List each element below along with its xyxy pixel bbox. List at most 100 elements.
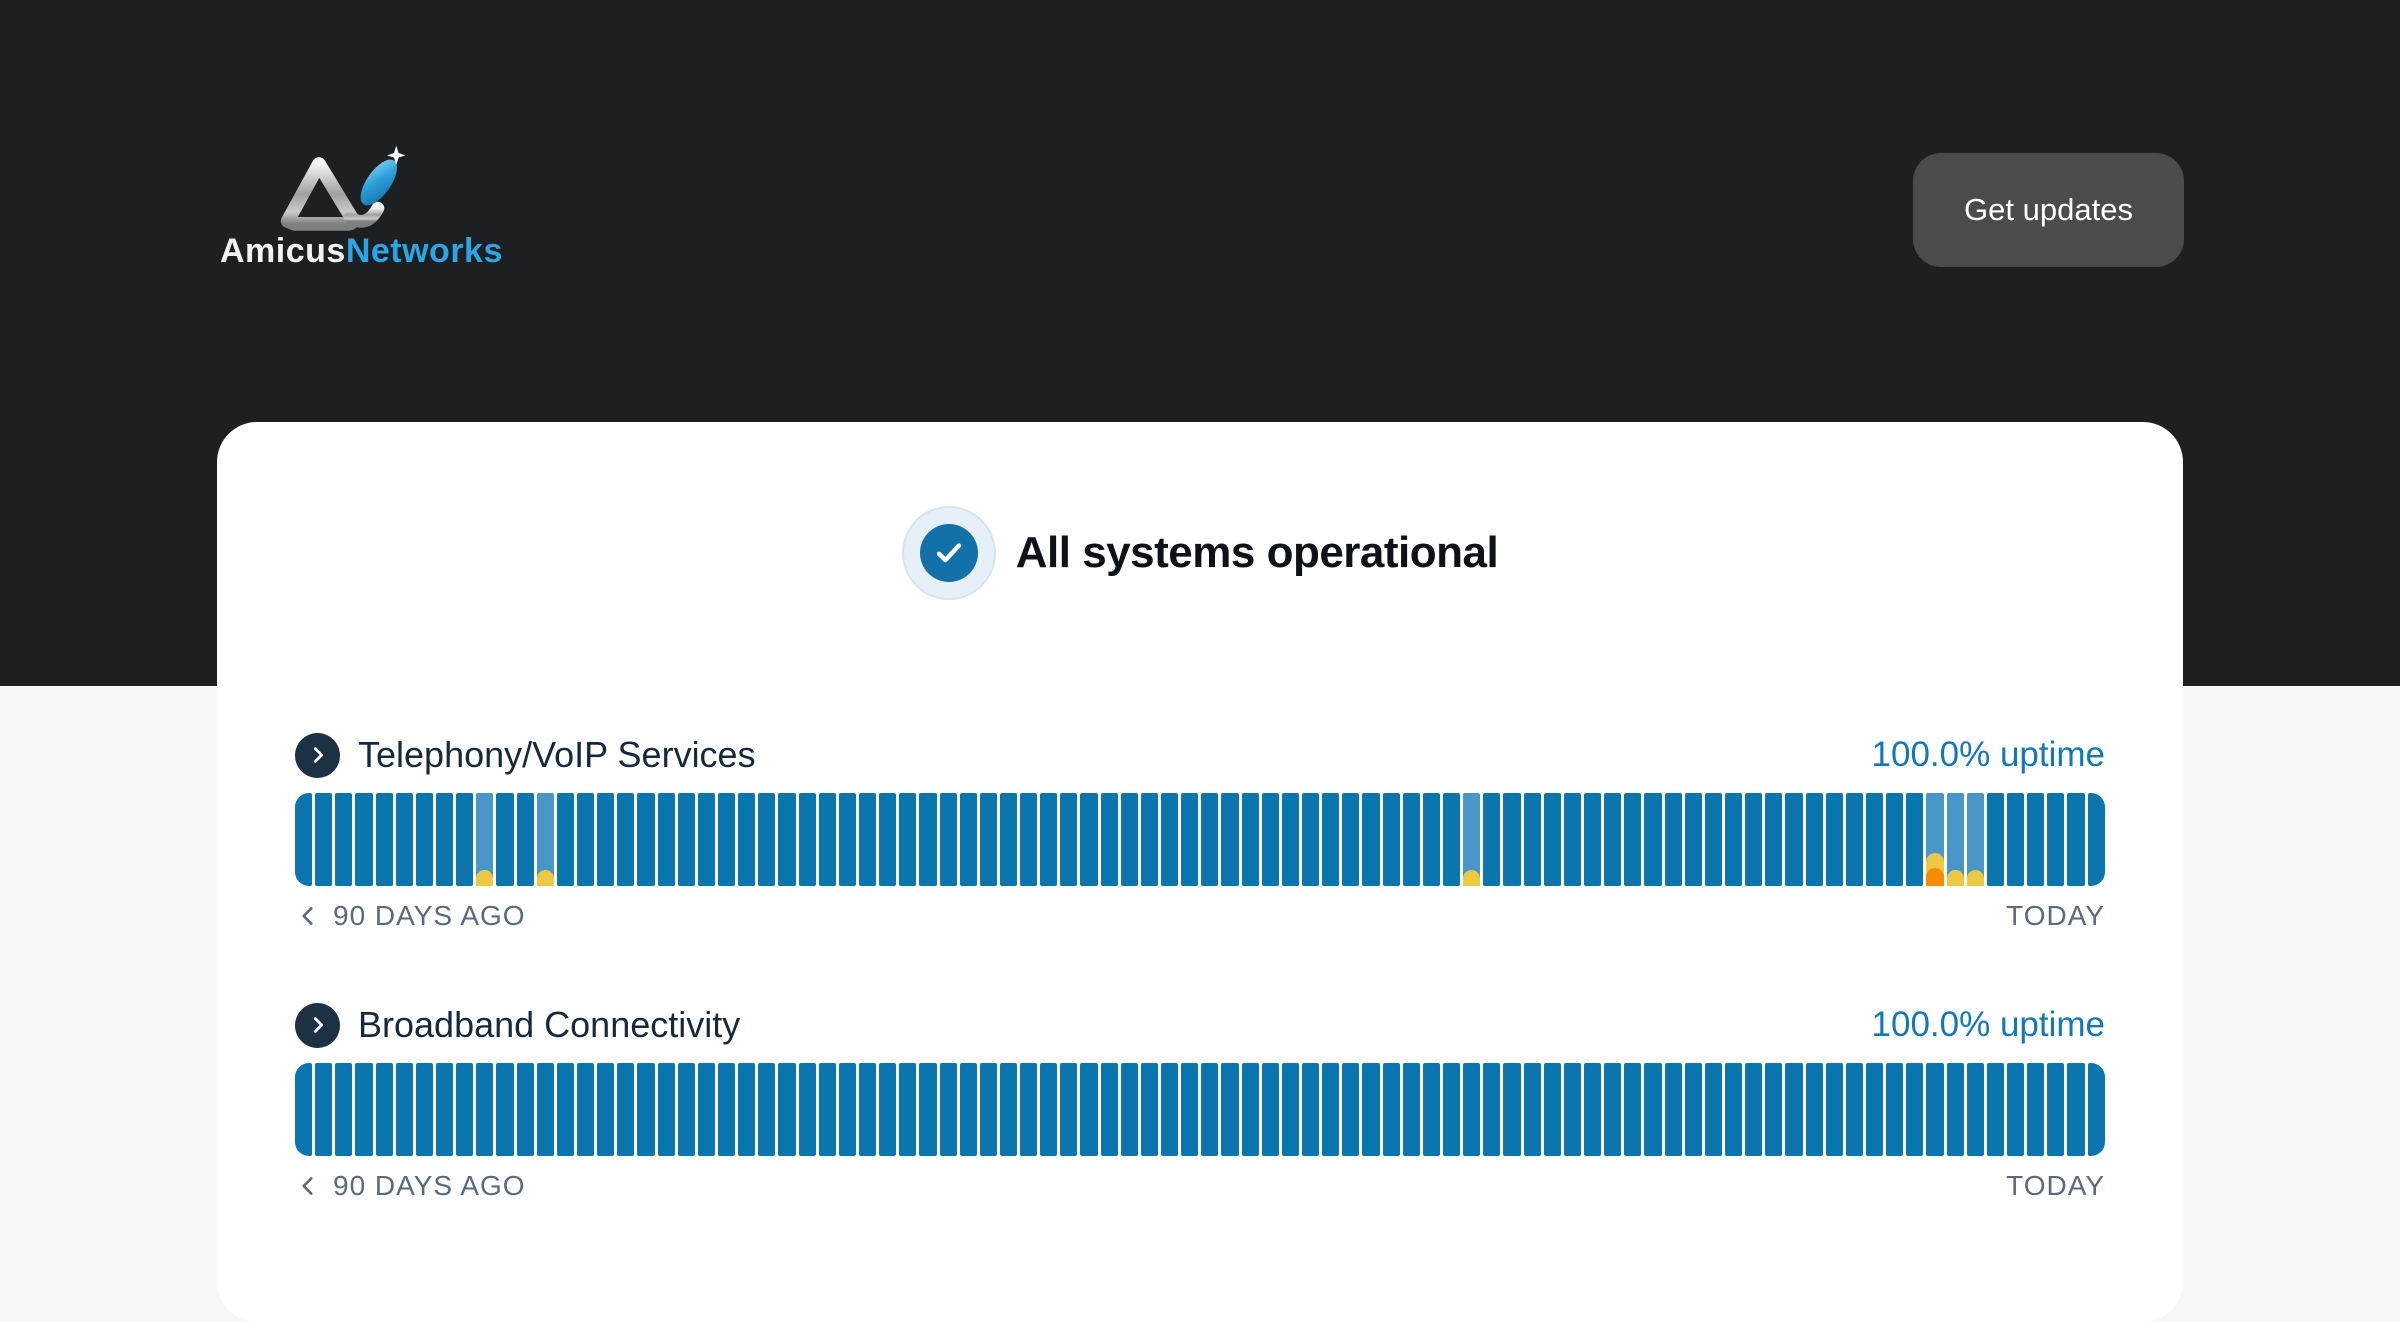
uptime-day-segment[interactable]: [738, 1063, 756, 1156]
uptime-day-segment[interactable]: [355, 1063, 373, 1156]
uptime-day-segment[interactable]: [1221, 1063, 1239, 1156]
get-updates-button[interactable]: Get updates: [1913, 153, 2184, 267]
uptime-day-segment[interactable]: [1966, 1063, 1984, 1156]
uptime-day-segment[interactable]: [1503, 793, 1521, 886]
uptime-day-segment[interactable]: [1100, 1063, 1118, 1156]
uptime-day-segment[interactable]: [1523, 793, 1541, 886]
uptime-day-segment[interactable]: [919, 1063, 937, 1156]
uptime-day-segment[interactable]: [2047, 793, 2065, 886]
uptime-day-segment[interactable]: [536, 793, 554, 886]
uptime-day-segment[interactable]: [798, 793, 816, 886]
uptime-day-segment[interactable]: [1120, 793, 1138, 886]
uptime-day-segment[interactable]: [1543, 1063, 1561, 1156]
uptime-day-segment[interactable]: [1845, 793, 1863, 886]
uptime-day-segment[interactable]: [677, 793, 695, 886]
uptime-day-segment[interactable]: [1302, 1063, 1320, 1156]
uptime-day-segment[interactable]: [1463, 1063, 1481, 1156]
uptime-day-segment[interactable]: [1624, 793, 1642, 886]
uptime-day-segment[interactable]: [456, 1063, 474, 1156]
uptime-day-segment[interactable]: [697, 793, 715, 886]
uptime-day-segment[interactable]: [1563, 1063, 1581, 1156]
uptime-day-segment[interactable]: [1201, 1063, 1219, 1156]
uptime-day-segment[interactable]: [2067, 793, 2085, 886]
uptime-day-segment[interactable]: [576, 793, 595, 886]
uptime-day-segment[interactable]: [758, 793, 776, 886]
uptime-day-segment[interactable]: [1463, 793, 1481, 886]
uptime-day-segment[interactable]: [1624, 1063, 1642, 1156]
uptime-day-segment[interactable]: [2006, 1063, 2025, 1156]
uptime-day-segment[interactable]: [1241, 1063, 1259, 1156]
uptime-day-segment[interactable]: [1161, 1063, 1179, 1156]
uptime-day-segment[interactable]: [1765, 793, 1783, 886]
uptime-day-segment[interactable]: [516, 1063, 534, 1156]
uptime-day-segment[interactable]: [738, 793, 756, 886]
uptime-day-segment[interactable]: [919, 793, 937, 886]
uptime-day-segment[interactable]: [375, 793, 393, 886]
uptime-day-segment[interactable]: [1382, 793, 1400, 886]
uptime-day-segment[interactable]: [2006, 793, 2025, 886]
uptime-day-segment[interactable]: [999, 1063, 1018, 1156]
uptime-day-segment[interactable]: [1483, 793, 1501, 886]
uptime-day-segment[interactable]: [778, 1063, 796, 1156]
uptime-day-segment[interactable]: [315, 793, 333, 886]
uptime-day-segment[interactable]: [939, 1063, 957, 1156]
uptime-day-segment[interactable]: [1362, 793, 1380, 886]
uptime-day-segment[interactable]: [1443, 1063, 1461, 1156]
uptime-day-segment[interactable]: [315, 1063, 333, 1156]
uptime-day-segment[interactable]: [295, 793, 313, 886]
uptime-day-segment[interactable]: [1704, 793, 1722, 886]
uptime-day-segment[interactable]: [1724, 793, 1743, 886]
service-name[interactable]: Telephony/VoIP Services: [358, 734, 756, 775]
uptime-day-segment[interactable]: [597, 793, 615, 886]
uptime-day-segment[interactable]: [1684, 793, 1702, 886]
uptime-day-segment[interactable]: [597, 1063, 615, 1156]
uptime-day-segment[interactable]: [1402, 1063, 1420, 1156]
uptime-day-segment[interactable]: [335, 1063, 353, 1156]
uptime-day-segment[interactable]: [1906, 793, 1924, 886]
uptime-day-segment[interactable]: [1765, 1063, 1783, 1156]
uptime-day-segment[interactable]: [1503, 1063, 1521, 1156]
uptime-day-segment[interactable]: [1261, 793, 1279, 886]
uptime-day-segment[interactable]: [617, 1063, 635, 1156]
uptime-day-segment[interactable]: [1402, 793, 1420, 886]
uptime-day-segment[interactable]: [1201, 793, 1219, 886]
uptime-day-segment[interactable]: [677, 1063, 695, 1156]
uptime-day-segment[interactable]: [1926, 1063, 1944, 1156]
uptime-day-segment[interactable]: [979, 793, 997, 886]
uptime-day-segment[interactable]: [818, 1063, 836, 1156]
uptime-day-segment[interactable]: [536, 1063, 554, 1156]
uptime-day-segment[interactable]: [1845, 1063, 1863, 1156]
uptime-day-segment[interactable]: [1644, 1063, 1662, 1156]
uptime-day-segment[interactable]: [435, 1063, 454, 1156]
expand-service-button[interactable]: [295, 732, 340, 778]
uptime-day-segment[interactable]: [1966, 793, 1984, 886]
uptime-day-segment[interactable]: [1261, 1063, 1279, 1156]
uptime-day-segment[interactable]: [838, 793, 856, 886]
uptime-day-segment[interactable]: [1443, 793, 1461, 886]
uptime-day-segment[interactable]: [1825, 1063, 1843, 1156]
uptime-day-segment[interactable]: [1865, 1063, 1884, 1156]
uptime-day-segment[interactable]: [395, 1063, 413, 1156]
uptime-day-segment[interactable]: [1422, 793, 1441, 886]
uptime-day-segment[interactable]: [717, 793, 736, 886]
uptime-day-segment[interactable]: [1080, 793, 1098, 886]
uptime-day-segment[interactable]: [637, 793, 655, 886]
uptime-day-segment[interactable]: [2087, 1063, 2105, 1156]
service-name[interactable]: Broadband Connectivity: [358, 1004, 741, 1045]
uptime-day-segment[interactable]: [1704, 1063, 1722, 1156]
uptime-day-segment[interactable]: [456, 793, 474, 886]
uptime-day-segment[interactable]: [516, 793, 534, 886]
uptime-day-segment[interactable]: [1281, 793, 1300, 886]
uptime-day-segment[interactable]: [1322, 1063, 1340, 1156]
uptime-day-segment[interactable]: [2067, 1063, 2085, 1156]
uptime-day-segment[interactable]: [1181, 793, 1199, 886]
uptime-day-segment[interactable]: [556, 793, 574, 886]
uptime-day-segment[interactable]: [335, 793, 353, 886]
uptime-day-segment[interactable]: [818, 793, 836, 886]
uptime-day-segment[interactable]: [496, 1063, 514, 1156]
uptime-day-segment[interactable]: [1040, 793, 1058, 886]
uptime-day-segment[interactable]: [1040, 1063, 1058, 1156]
uptime-day-segment[interactable]: [959, 793, 977, 886]
uptime-day-segment[interactable]: [1805, 1063, 1823, 1156]
uptime-day-segment[interactable]: [1906, 1063, 1924, 1156]
